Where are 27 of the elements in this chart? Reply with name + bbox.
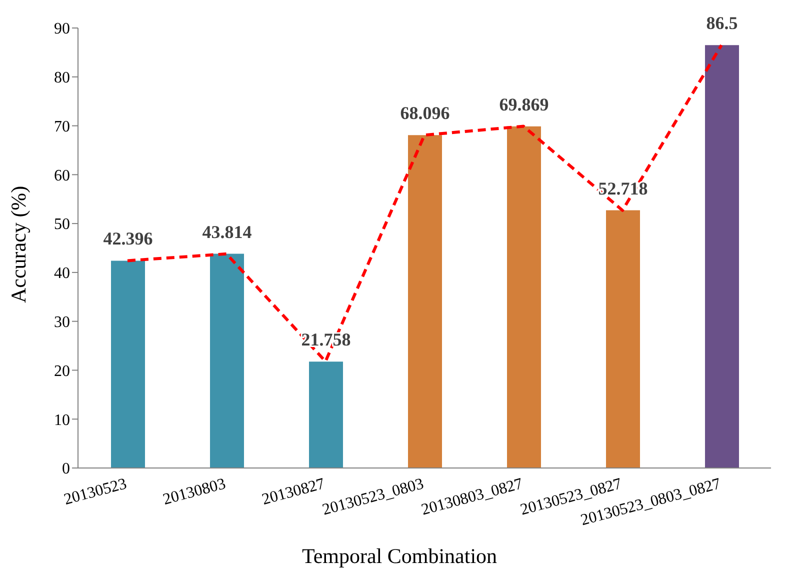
y-axis-title: Accuracy (%) <box>6 186 30 303</box>
bar <box>705 45 739 468</box>
y-tick-label: 20 <box>54 362 70 380</box>
data-label: 69.869 <box>499 94 549 114</box>
data-label: 52.718 <box>598 178 648 198</box>
y-tick-label: 60 <box>54 167 70 184</box>
y-tick-label: 30 <box>54 314 70 332</box>
bar <box>309 362 343 468</box>
y-tick-label: 40 <box>54 265 70 282</box>
y-tick-label: 10 <box>54 412 70 429</box>
data-label: 86.5 <box>706 13 738 34</box>
bar <box>408 135 442 468</box>
y-tick-label: 70 <box>54 118 70 136</box>
bar <box>210 254 244 468</box>
bar <box>507 126 541 468</box>
data-label: 43.814 <box>202 222 252 242</box>
bar <box>111 260 145 468</box>
y-tick-label: 90 <box>54 20 70 38</box>
x-axis-title: Temporal Combination <box>300 544 498 569</box>
y-tick-label: 80 <box>54 70 70 87</box>
data-label: 68.096 <box>400 103 450 124</box>
y-tick-label: 50 <box>54 216 70 234</box>
bar <box>606 210 640 468</box>
data-label: 42.396 <box>103 228 153 249</box>
x-tick-label: 20130523 <box>62 475 129 508</box>
y-tick-label: 0 <box>62 460 70 478</box>
x-tick-label: 20130803 <box>161 475 228 508</box>
